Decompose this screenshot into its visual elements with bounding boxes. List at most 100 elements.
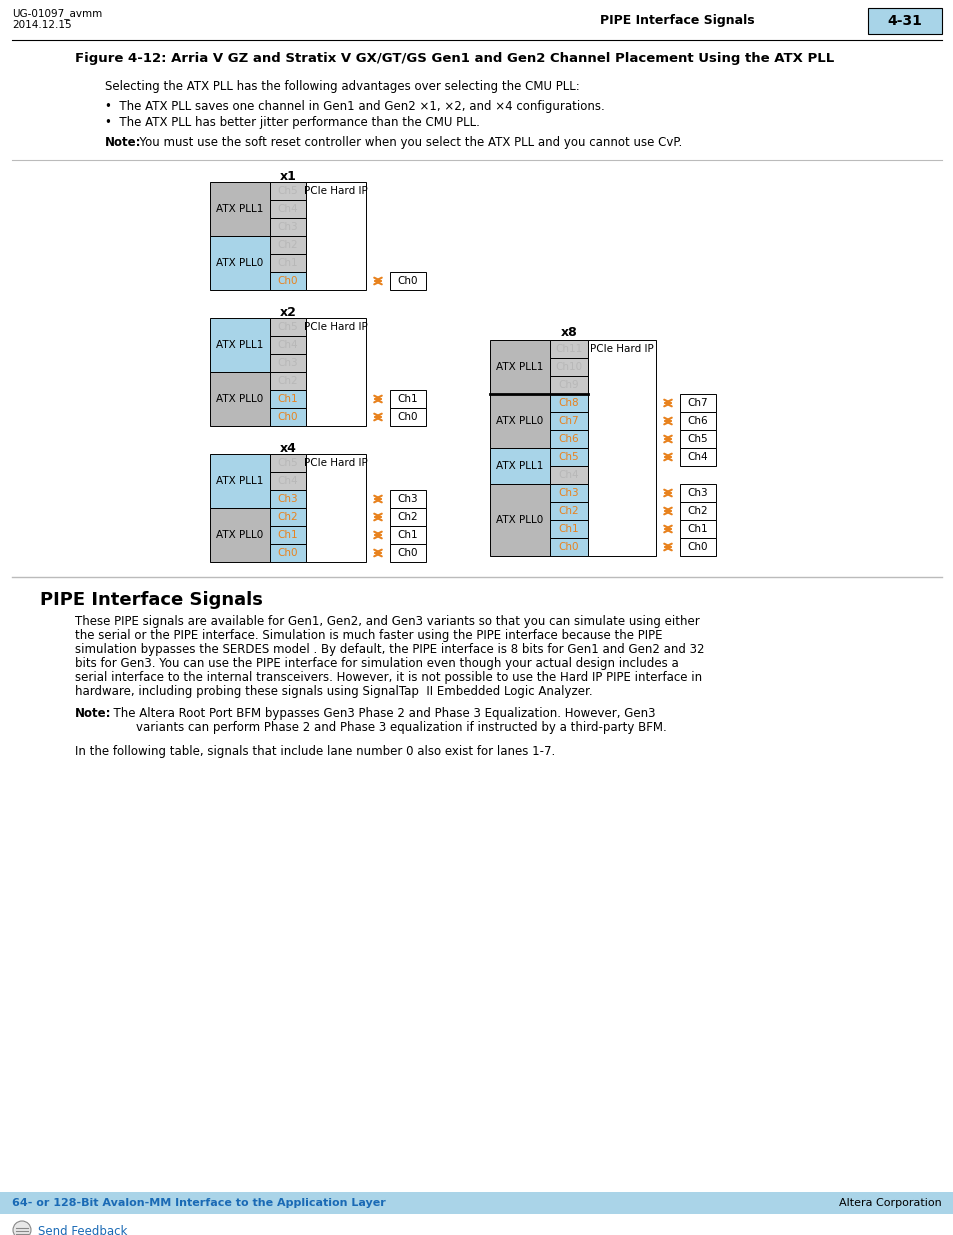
Bar: [550, 340, 587, 358]
Text: Figure 4-12: Arria V GZ and Stratix V GX/GT/GS Gen1 and Gen2 Channel Placement U: Figure 4-12: Arria V GZ and Stratix V GX…: [75, 52, 833, 65]
Bar: [550, 484, 587, 501]
Text: Ch1: Ch1: [397, 394, 417, 404]
Text: Ch3: Ch3: [277, 494, 298, 504]
Bar: [390, 508, 426, 526]
Text: 2014.12.15: 2014.12.15: [12, 20, 71, 30]
Text: Note:: Note:: [75, 706, 112, 720]
Text: Ch3: Ch3: [277, 358, 298, 368]
Text: Ch1: Ch1: [277, 394, 298, 404]
Text: Ch5: Ch5: [558, 452, 578, 462]
Text: •  The ATX PLL saves one channel in Gen1 and Gen2 ×1, ×2, and ×4 configurations.: • The ATX PLL saves one channel in Gen1 …: [105, 100, 604, 112]
Bar: [270, 543, 306, 562]
Bar: [550, 358, 587, 375]
Bar: [270, 490, 306, 508]
Text: Ch5: Ch5: [277, 322, 298, 332]
Bar: [550, 501, 587, 520]
Bar: [550, 430, 587, 448]
Text: Ch2: Ch2: [558, 506, 578, 516]
Bar: [550, 520, 587, 538]
Text: Ch4: Ch4: [687, 452, 707, 462]
Bar: [210, 182, 270, 236]
Text: PCIe Hard IP: PCIe Hard IP: [304, 186, 368, 196]
Text: Ch0: Ch0: [277, 275, 298, 287]
Bar: [390, 390, 426, 408]
Bar: [210, 317, 270, 372]
Text: ATX PLL1: ATX PLL1: [496, 461, 543, 471]
Text: Ch2: Ch2: [277, 240, 298, 249]
Text: simulation bypasses the SERDES model . By default, the PIPE interface is 8 bits : simulation bypasses the SERDES model . B…: [75, 643, 703, 656]
Text: Ch1: Ch1: [558, 524, 578, 534]
Text: ATX PLL1: ATX PLL1: [216, 475, 263, 487]
Text: Ch4: Ch4: [277, 475, 298, 487]
Bar: [0, 1192, 953, 1214]
Text: Ch1: Ch1: [277, 530, 298, 540]
Text: Ch7: Ch7: [687, 398, 707, 408]
Bar: [679, 448, 716, 466]
Bar: [270, 219, 306, 236]
Text: Ch0: Ch0: [397, 548, 417, 558]
Text: x8: x8: [560, 326, 577, 338]
Text: Ch3: Ch3: [397, 494, 417, 504]
Text: Ch1: Ch1: [397, 530, 417, 540]
Text: •  The ATX PLL has better jitter performance than the CMU PLL.: • The ATX PLL has better jitter performa…: [105, 116, 479, 128]
Bar: [270, 508, 306, 526]
Bar: [270, 254, 306, 272]
Bar: [550, 375, 587, 394]
Bar: [679, 412, 716, 430]
Text: Ch7: Ch7: [558, 416, 578, 426]
Text: ATX PLL1: ATX PLL1: [216, 340, 263, 350]
Text: Ch5: Ch5: [277, 458, 298, 468]
Text: ATX PLL1: ATX PLL1: [496, 362, 543, 372]
Text: ATX PLL0: ATX PLL0: [216, 258, 263, 268]
Bar: [679, 520, 716, 538]
Text: serial interface to the internal transceivers. However, it is not possible to us: serial interface to the internal transce…: [75, 671, 701, 684]
Bar: [270, 182, 306, 200]
Text: Ch4: Ch4: [277, 204, 298, 214]
Bar: [490, 340, 550, 394]
Text: Ch1: Ch1: [687, 524, 707, 534]
Text: Altera Corporation: Altera Corporation: [839, 1198, 941, 1208]
Bar: [550, 538, 587, 556]
Bar: [550, 394, 587, 412]
Text: x4: x4: [279, 442, 296, 454]
Bar: [679, 430, 716, 448]
Text: Ch0: Ch0: [558, 542, 578, 552]
Text: ATX PLL0: ATX PLL0: [496, 515, 543, 525]
Text: ATX PLL1: ATX PLL1: [216, 204, 263, 214]
Bar: [270, 372, 306, 390]
Text: Ch8: Ch8: [558, 398, 578, 408]
Bar: [270, 408, 306, 426]
Bar: [210, 454, 270, 508]
Bar: [210, 508, 270, 562]
Text: These PIPE signals are available for Gen1, Gen2, and Gen3 variants so that you c: These PIPE signals are available for Gen…: [75, 615, 699, 629]
Text: Send Feedback: Send Feedback: [38, 1225, 128, 1235]
Bar: [390, 543, 426, 562]
Bar: [270, 317, 306, 336]
Text: Ch3: Ch3: [687, 488, 707, 498]
Text: The Altera Root Port BFM bypasses Gen3 Phase 2 and Phase 3 Equalization. However: The Altera Root Port BFM bypasses Gen3 P…: [106, 706, 655, 720]
Bar: [867, 7, 941, 35]
Text: Ch0: Ch0: [277, 548, 298, 558]
Text: Ch6: Ch6: [687, 416, 707, 426]
Text: Ch1: Ch1: [277, 258, 298, 268]
Bar: [306, 454, 366, 562]
Text: 64- or 128-Bit Avalon-MM Interface to the Application Layer: 64- or 128-Bit Avalon-MM Interface to th…: [12, 1198, 385, 1208]
Text: You must use the soft reset controller when you select the ATX PLL and you canno: You must use the soft reset controller w…: [132, 136, 681, 149]
Text: UG-01097_avmm: UG-01097_avmm: [12, 7, 102, 19]
Text: bits for Gen3. You can use the PIPE interface for simulation even though your ac: bits for Gen3. You can use the PIPE inte…: [75, 657, 678, 671]
Text: x2: x2: [279, 306, 296, 319]
Text: PIPE Interface Signals: PIPE Interface Signals: [40, 592, 263, 609]
Text: Ch11: Ch11: [555, 345, 582, 354]
Bar: [490, 448, 550, 484]
Text: Ch3: Ch3: [558, 488, 578, 498]
Text: ATX PLL0: ATX PLL0: [216, 530, 263, 540]
Text: hardware, including probing these signals using SignalTap  II Embedded Logic Ana: hardware, including probing these signal…: [75, 685, 592, 698]
Text: In the following table, signals that include lane number 0 also exist for lanes : In the following table, signals that inc…: [75, 745, 555, 758]
Bar: [270, 200, 306, 219]
Text: Ch2: Ch2: [277, 375, 298, 387]
Text: Ch0: Ch0: [687, 542, 707, 552]
Bar: [270, 272, 306, 290]
Bar: [679, 394, 716, 412]
Text: Ch3: Ch3: [277, 222, 298, 232]
Text: ATX PLL0: ATX PLL0: [496, 416, 543, 426]
